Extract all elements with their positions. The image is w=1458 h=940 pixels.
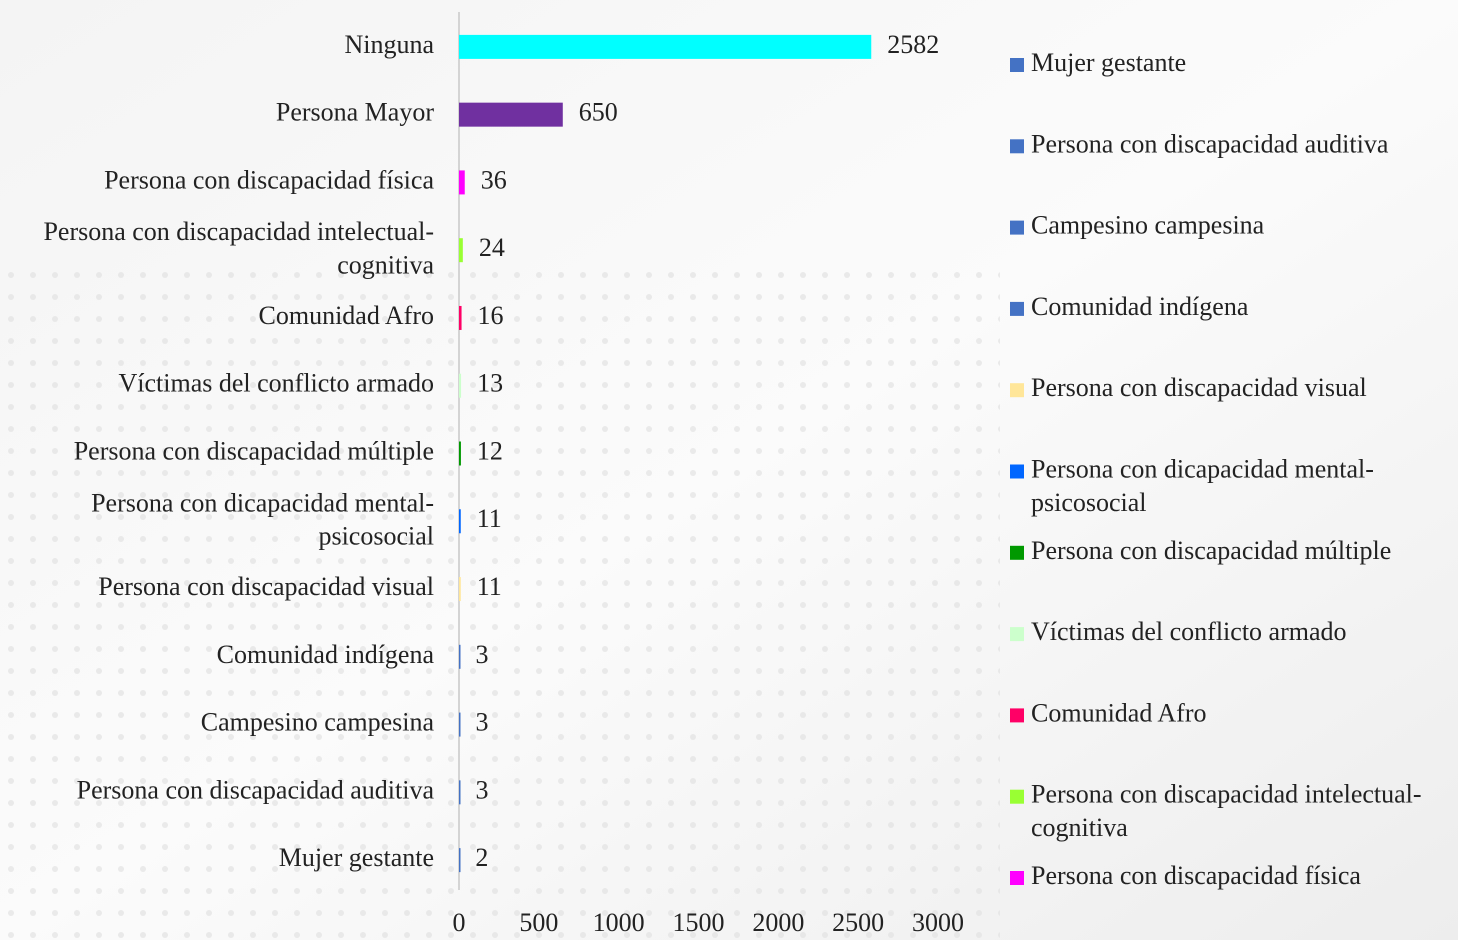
bar xyxy=(459,170,465,195)
x-tick-label: 2000 xyxy=(752,908,804,937)
value-label: 36 xyxy=(481,165,507,194)
legend-swatch xyxy=(1010,708,1024,723)
value-label: 24 xyxy=(479,233,505,262)
x-tick-label: 1500 xyxy=(673,908,725,937)
category-label: Persona con discapacidad física xyxy=(104,165,434,194)
bar xyxy=(459,509,461,534)
category-label: Campesino campesina xyxy=(201,708,435,737)
category-label: Persona Mayor xyxy=(276,98,434,127)
value-label: 11 xyxy=(477,504,502,533)
legend-swatch xyxy=(1010,301,1024,316)
bar xyxy=(459,780,461,805)
bar xyxy=(459,102,563,127)
bar xyxy=(459,712,461,737)
legend-swatch xyxy=(1010,58,1024,72)
category-label: Comunidad indígena xyxy=(217,640,435,669)
value-label: 13 xyxy=(477,369,503,398)
legend-swatch xyxy=(1010,464,1024,479)
legend-label: Persona con discapacidad múltiple xyxy=(1031,536,1391,565)
category-label: Persona con discapacidad múltiple xyxy=(74,436,434,465)
legend-swatch xyxy=(1010,545,1024,560)
legend-label: Comunidad Afro xyxy=(1031,698,1207,727)
legend-label: Persona con discapacidad auditiva xyxy=(1031,129,1389,158)
legend-label: Persona con discapacidad física xyxy=(1031,861,1361,890)
legend-label: Persona con dicapacidad mental-psicosoci… xyxy=(1031,454,1374,516)
value-label: 3 xyxy=(475,640,488,669)
category-label: Mujer gestante xyxy=(279,843,434,872)
legend-swatch xyxy=(1010,789,1024,804)
category-label: Víctimas del conflicto armado xyxy=(118,369,434,398)
value-label: 3 xyxy=(475,775,488,804)
value-label: 2582 xyxy=(887,30,939,59)
value-label: 11 xyxy=(477,572,502,601)
legend-swatch xyxy=(1010,627,1024,642)
x-tick-label: 0 xyxy=(453,908,466,937)
legend-swatch xyxy=(1010,139,1024,154)
legend-label: Víctimas del conflicto armado xyxy=(1031,617,1347,646)
background-dots xyxy=(0,260,1000,940)
bar xyxy=(459,238,463,263)
bar xyxy=(459,644,461,669)
category-label: Persona con discapacidad auditiva xyxy=(77,775,435,804)
bar xyxy=(459,441,461,466)
value-label: 12 xyxy=(477,436,503,465)
legend-label: Campesino campesina xyxy=(1031,211,1265,240)
category-label: Persona con dicapacidad mental-psicosoci… xyxy=(91,488,434,550)
bar xyxy=(459,305,462,330)
value-label: 16 xyxy=(478,301,504,330)
value-label: 3 xyxy=(475,708,488,737)
bar xyxy=(459,373,462,398)
legend-swatch xyxy=(1010,383,1024,398)
legend-swatch xyxy=(1010,871,1024,885)
legend-label: Mujer gestante xyxy=(1031,48,1186,77)
x-tick-label: 3000 xyxy=(912,908,964,937)
category-label: Comunidad Afro xyxy=(259,301,435,330)
x-tick-label: 2500 xyxy=(832,908,884,937)
legend-label: Persona con discapacidad intelectual-cog… xyxy=(1031,780,1422,842)
legend-label: Comunidad indígena xyxy=(1031,292,1249,321)
bar xyxy=(459,848,461,873)
category-label: Persona con discapacidad intelectual-cog… xyxy=(43,217,434,279)
legend-swatch xyxy=(1010,220,1024,235)
x-tick-label: 500 xyxy=(519,908,558,937)
x-tick-label: 1000 xyxy=(593,908,645,937)
bar xyxy=(459,577,461,602)
value-label: 2 xyxy=(475,843,488,872)
category-label: Ninguna xyxy=(344,30,434,59)
category-label: Persona con discapacidad visual xyxy=(98,572,434,601)
value-label: 650 xyxy=(579,98,618,127)
legend-label: Persona con discapacidad visual xyxy=(1031,373,1367,402)
bar xyxy=(459,34,872,59)
